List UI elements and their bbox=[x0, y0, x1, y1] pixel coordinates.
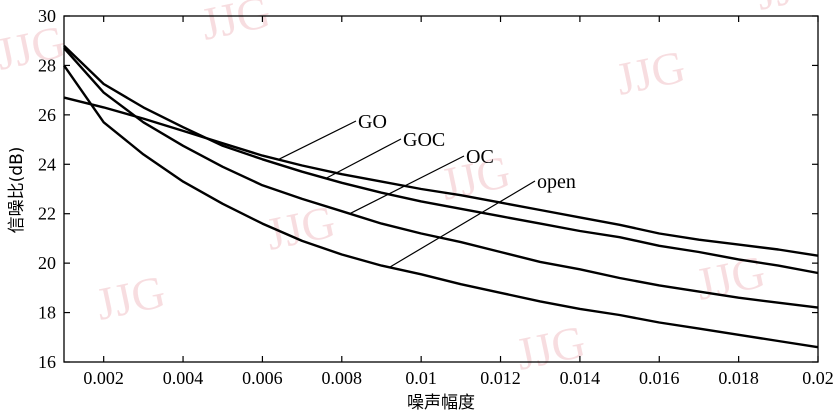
y-axis: 16 18 20 22 24 26 28 30 bbox=[38, 6, 818, 372]
x-tick-label: 0.008 bbox=[322, 368, 363, 388]
y-tick-label: 28 bbox=[38, 55, 56, 75]
annotation-leader-goc bbox=[325, 138, 402, 179]
x-tick-label: 0.012 bbox=[480, 368, 521, 388]
series-line-goc bbox=[63, 44, 819, 275]
plot-area bbox=[63, 15, 819, 363]
y-tick-label: 26 bbox=[38, 105, 56, 125]
x-tick-label: 0.002 bbox=[83, 368, 124, 388]
x-tick-label: 0.018 bbox=[718, 368, 759, 388]
y-tick-label: 30 bbox=[38, 6, 56, 26]
annotation-leader-open bbox=[389, 180, 536, 268]
series-line-open bbox=[63, 64, 819, 349]
x-axis-label: 噪声幅度 bbox=[407, 393, 475, 413]
y-tick-label: 24 bbox=[38, 154, 56, 174]
x-tick-label: 0.016 bbox=[639, 368, 680, 388]
watermark-text: JJG bbox=[0, 16, 70, 80]
x-axis: 0.002 0.004 0.006 0.008 0.01 0.012 0.014 0.016 0… bbox=[83, 16, 834, 388]
x-tick-label: 0.014 bbox=[560, 368, 601, 388]
x-tick-label: 0.004 bbox=[163, 368, 204, 388]
series-line-oc bbox=[63, 47, 819, 309]
series-line-go bbox=[63, 96, 819, 257]
series-layer bbox=[63, 44, 819, 349]
y-tick-label: 16 bbox=[38, 352, 56, 372]
x-tick-label: 0.02 bbox=[802, 368, 834, 388]
annotation-layer: GO GOC OC open bbox=[278, 111, 576, 268]
x-tick-label: 0.006 bbox=[242, 368, 283, 388]
annotation-leader-oc bbox=[349, 155, 465, 215]
x-tick-label: 0.01 bbox=[405, 368, 437, 388]
y-tick-label: 20 bbox=[38, 253, 56, 273]
series-label-goc: GOC bbox=[403, 129, 445, 151]
y-tick-label: 18 bbox=[38, 303, 56, 323]
watermark-text: JJG bbox=[91, 266, 169, 330]
series-label-open: open bbox=[537, 171, 576, 193]
y-axis-label: 信噪比(dB) bbox=[7, 147, 27, 234]
series-label-go: GO bbox=[358, 111, 387, 133]
watermark-layer: JJGJJGJJGJJGJJGJJGJJGJJGJJG bbox=[0, 0, 830, 380]
annotation-leader-go bbox=[278, 120, 357, 161]
watermark-text: JJG bbox=[611, 41, 689, 105]
plot-frame bbox=[63, 15, 819, 363]
y-tick-label: 22 bbox=[38, 204, 56, 224]
watermark-text: JJG bbox=[196, 0, 274, 50]
series-label-oc: OC bbox=[466, 146, 494, 168]
